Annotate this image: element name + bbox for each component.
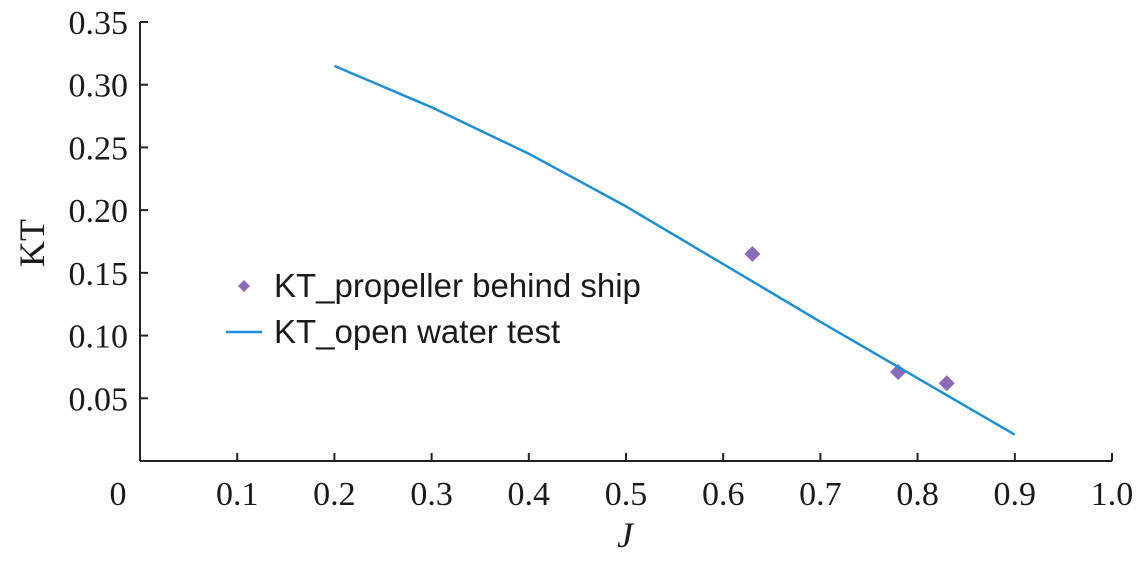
y-tick-label: 0.35 [69,5,129,42]
y-tick-label: 0.20 [69,193,129,230]
legend: KT_propeller behind ship KT_open water te… [226,267,641,350]
x-tick-group: 0 0.1 0.2 0.3 0.4 0.5 0.6 0.7 0.8 0.9 1.0 [110,453,1134,513]
x-tick-label: 0.6 [702,476,745,513]
x-tick-label: 0.2 [313,476,356,513]
y-tick-label: 0.15 [69,256,129,293]
x-tick-label: 0.7 [799,476,842,513]
x-tick-label: 0.8 [896,476,939,513]
x-tick-label: 0.3 [410,476,453,513]
x-tick-label: 0.5 [605,476,648,513]
y-tick-group: 0.05 0.10 0.15 0.20 0.25 0.30 0.35 [69,5,148,418]
x-tick-label: 0.4 [508,476,551,513]
legend-label: KT_propeller behind ship [274,267,641,304]
y-axis-title: KT [12,219,52,267]
y-tick-label: 0.10 [69,319,129,356]
x-tick-label: 0.9 [994,476,1037,513]
series-layer [333,64,1016,436]
x-tick-label: 0.1 [216,476,259,513]
y-tick-label: 0.30 [69,68,129,105]
y-tick-label: 0.25 [69,130,129,167]
x-tick-label: 1.0 [1091,476,1134,513]
behind-ship-point [938,375,955,392]
legend-label: KT_open water test [274,313,560,350]
legend-diamond-swatch [238,280,250,292]
behind-ship-point [744,246,761,263]
axes [139,22,1112,462]
x-axis-title: J [617,515,635,555]
y-tick-label: 0.05 [69,381,129,418]
open-water-line [333,64,1016,436]
x-tick-label: 0 [110,476,127,513]
